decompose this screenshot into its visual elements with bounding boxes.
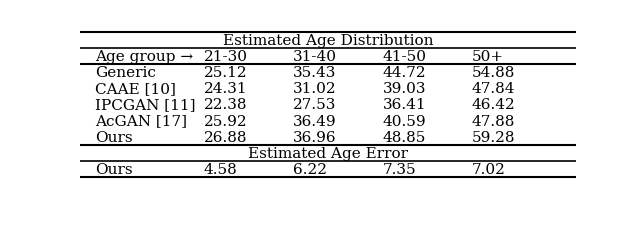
Text: 36.96: 36.96 [293,130,337,144]
Text: AcGAN [17]: AcGAN [17] [95,114,187,128]
Text: IPCGAN [11]: IPCGAN [11] [95,98,195,112]
Text: 50+: 50+ [472,50,504,64]
Text: 7.02: 7.02 [472,162,506,176]
Text: Generic: Generic [95,66,156,80]
Text: 24.31: 24.31 [204,82,248,96]
Text: 31-40: 31-40 [293,50,337,64]
Text: Age group →: Age group → [95,50,193,64]
Text: Estimated Age Error: Estimated Age Error [248,146,408,160]
Text: 39.03: 39.03 [383,82,426,96]
Text: 31.02: 31.02 [293,82,337,96]
Text: 54.88: 54.88 [472,66,515,80]
Text: 36.49: 36.49 [293,114,337,128]
Text: 40.59: 40.59 [383,114,426,128]
Text: Estimated Age Distribution: Estimated Age Distribution [223,34,433,48]
Text: Ours: Ours [95,162,132,176]
Text: 47.88: 47.88 [472,114,515,128]
Text: 36.41: 36.41 [383,98,426,112]
Text: 25.92: 25.92 [204,114,248,128]
Text: Ours: Ours [95,130,132,144]
Text: 46.42: 46.42 [472,98,516,112]
Text: 22.38: 22.38 [204,98,248,112]
Text: 35.43: 35.43 [293,66,337,80]
Text: CAAE [10]: CAAE [10] [95,82,176,96]
Text: 6.22: 6.22 [293,162,327,176]
Text: 21-30: 21-30 [204,50,248,64]
Text: 44.72: 44.72 [383,66,426,80]
Text: 4.58: 4.58 [204,162,237,176]
Text: 27.53: 27.53 [293,98,337,112]
Text: 48.85: 48.85 [383,130,426,144]
Text: 47.84: 47.84 [472,82,515,96]
Text: 26.88: 26.88 [204,130,248,144]
Text: 41-50: 41-50 [383,50,427,64]
Text: 7.35: 7.35 [383,162,416,176]
Text: 59.28: 59.28 [472,130,515,144]
Text: 25.12: 25.12 [204,66,248,80]
